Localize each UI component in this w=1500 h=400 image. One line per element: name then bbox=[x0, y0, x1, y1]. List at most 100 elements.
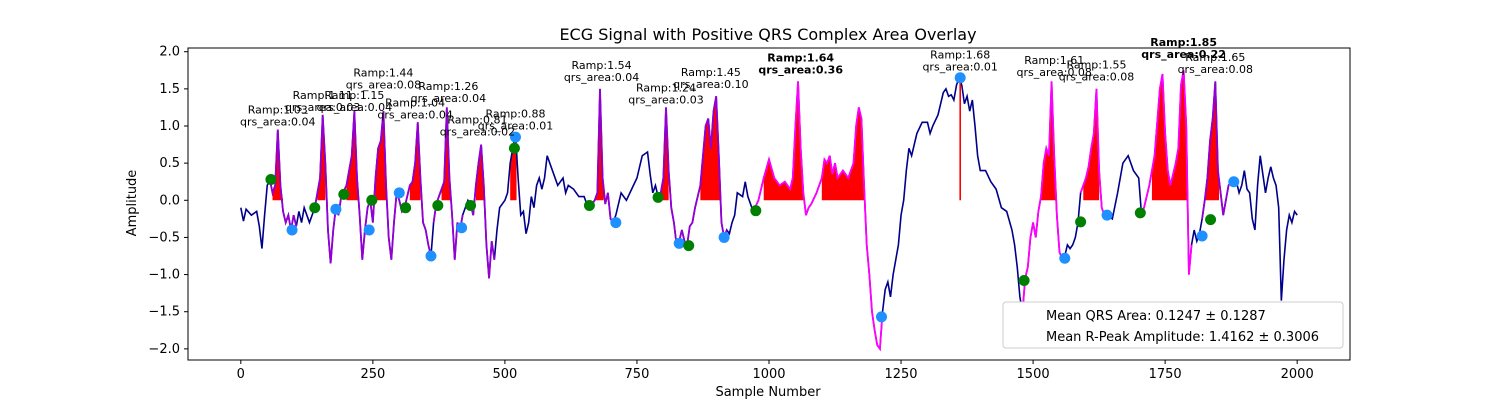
peak-annotation: Ramp:1.68 bbox=[930, 49, 990, 62]
y-tick-label: 0.0 bbox=[159, 193, 180, 208]
peak-annotation: Ramp:1.03 bbox=[248, 104, 308, 117]
qrs-area-fill bbox=[409, 122, 421, 201]
qrs-area-fill bbox=[1041, 81, 1057, 201]
y-tick-label: 1.5 bbox=[159, 82, 180, 97]
peak-annotation: Ramp:1.64 bbox=[767, 52, 834, 65]
peak-annotation: Ramp:1.11 bbox=[293, 89, 353, 102]
qrs-area-fill bbox=[272, 129, 284, 201]
offset-marker bbox=[432, 199, 444, 211]
peak-annotation: qrs_area:0.01 bbox=[478, 119, 553, 132]
qrs-area-fill bbox=[763, 81, 805, 201]
x-tick-label: 1500 bbox=[1017, 367, 1050, 382]
peak-annotation: Ramp:1.85 bbox=[1150, 36, 1217, 49]
peak-annotation: Ramp:1.44 bbox=[353, 67, 413, 80]
onset-marker bbox=[393, 187, 405, 199]
peak-annotation: Ramp:1.26 bbox=[418, 80, 478, 93]
x-axis-label: Sample Number bbox=[715, 385, 821, 400]
peak-annotation: qrs_area:0.08 bbox=[1059, 70, 1134, 83]
y-tick-label: −2.0 bbox=[148, 342, 180, 357]
peak-annotation: qrs_area:0.22 bbox=[1141, 48, 1226, 61]
onset-marker bbox=[363, 224, 375, 236]
peak-annotation: Ramp:1.54 bbox=[572, 59, 632, 72]
legend-box bbox=[1002, 301, 1344, 349]
onset-marker bbox=[1228, 176, 1240, 188]
offset-marker bbox=[265, 173, 277, 185]
onset-marker bbox=[1059, 252, 1071, 264]
x-tick-label: 0 bbox=[237, 367, 245, 382]
qrs-segment-line bbox=[1201, 81, 1235, 219]
y-tick-label: 2.0 bbox=[159, 45, 180, 60]
y-tick-label: −0.5 bbox=[148, 230, 180, 245]
qrs-segment-line bbox=[1140, 70, 1193, 275]
y-tick-label: 0.5 bbox=[159, 156, 180, 171]
legend-entry: Mean R-Peak Amplitude: 1.4162 ± 0.3006 bbox=[1046, 330, 1319, 345]
qrs-segment-line bbox=[683, 96, 728, 248]
legend-entry: Mean QRS Area: 0.1247 ± 0.1287 bbox=[1046, 309, 1266, 324]
peak-annotation: Ramp:1.04 bbox=[385, 96, 445, 109]
peak-annotation: Ramp:1.24 bbox=[636, 81, 696, 94]
qrs-area-fill bbox=[475, 144, 485, 201]
peak-annotation: qrs_area:0.08 bbox=[1016, 66, 1091, 79]
qrs-segment-line bbox=[369, 111, 401, 260]
qrs-area-fill bbox=[821, 107, 865, 201]
onset-marker bbox=[876, 311, 888, 323]
offset-marker bbox=[750, 205, 762, 217]
peak-annotation: qrs_area:0.36 bbox=[758, 64, 843, 77]
onset-marker bbox=[456, 222, 468, 234]
x-tick-label: 1250 bbox=[884, 367, 917, 382]
peak-annotation: Ramp:1.61 bbox=[1024, 54, 1084, 67]
peak-annotation: qrs_area:0.10 bbox=[673, 78, 748, 91]
offset-marker bbox=[1018, 275, 1030, 287]
offset-marker bbox=[465, 199, 477, 211]
qrs-area-fill bbox=[1151, 70, 1188, 201]
peak-annotation: qrs_area:0.01 bbox=[922, 61, 997, 74]
qrs-segment-line bbox=[657, 107, 686, 248]
x-tick-label: 750 bbox=[625, 367, 650, 382]
onset-marker bbox=[610, 217, 622, 229]
peak-annotation: qrs_area:0.08 bbox=[1178, 63, 1253, 76]
peak-annotation: qrs_area:0.04 bbox=[317, 101, 392, 114]
qrs-segment-line bbox=[340, 111, 372, 260]
x-tick-label: 2000 bbox=[1281, 367, 1314, 382]
qrs-segment-line bbox=[1021, 81, 1066, 312]
offset-marker bbox=[683, 240, 695, 252]
peak-annotation: qrs_area:0.08 bbox=[346, 79, 421, 92]
offset-marker bbox=[652, 191, 664, 203]
peak-annotation: Ramp:1.45 bbox=[681, 66, 741, 79]
offset-marker bbox=[1205, 214, 1217, 226]
onset-marker bbox=[673, 237, 685, 249]
peak-annotation: qrs_area:0.04 bbox=[377, 108, 452, 121]
y-tick-label: −1.0 bbox=[148, 268, 180, 283]
peak-annotation: qrs_area:0.03 bbox=[285, 101, 360, 114]
peak-annotation: Ramp:1.65 bbox=[1185, 51, 1245, 64]
qrs-segment-line bbox=[1079, 88, 1108, 217]
onset-marker bbox=[1196, 230, 1208, 242]
offset-marker bbox=[400, 202, 412, 214]
onset-marker bbox=[286, 224, 298, 236]
x-tick-label: 1750 bbox=[1149, 367, 1182, 382]
qrs-segment-line bbox=[754, 81, 884, 352]
legend: Mean QRS Area: 0.1247 ± 0.1287 Mean R-Pe… bbox=[1002, 301, 1344, 349]
onset-marker bbox=[1101, 209, 1113, 221]
offset-marker bbox=[338, 188, 350, 200]
peak-annotation: Ramp:0.81 bbox=[447, 113, 507, 126]
onset-marker bbox=[954, 72, 966, 84]
chart-title: ECG Signal with Positive QRS Complex Are… bbox=[559, 25, 976, 44]
peak-annotation: qrs_area:0.04 bbox=[240, 116, 315, 129]
y-tick-label: −1.5 bbox=[148, 305, 180, 320]
onset-marker bbox=[718, 231, 730, 243]
onset-marker bbox=[330, 203, 342, 215]
offset-marker bbox=[508, 142, 520, 154]
x-tick-label: 500 bbox=[492, 367, 517, 382]
offset-marker bbox=[366, 194, 378, 206]
peak-annotation: Ramp:1.55 bbox=[1066, 58, 1126, 71]
offset-marker bbox=[309, 202, 321, 214]
y-tick-label: 1.0 bbox=[159, 119, 180, 134]
onset-marker bbox=[509, 131, 521, 143]
peak-annotation: Ramp:0.88 bbox=[485, 107, 545, 120]
x-tick-label: 1000 bbox=[752, 367, 785, 382]
onset-marker bbox=[425, 250, 437, 262]
y-axis-label: Amplitude bbox=[125, 170, 140, 237]
offset-marker bbox=[1075, 216, 1087, 228]
